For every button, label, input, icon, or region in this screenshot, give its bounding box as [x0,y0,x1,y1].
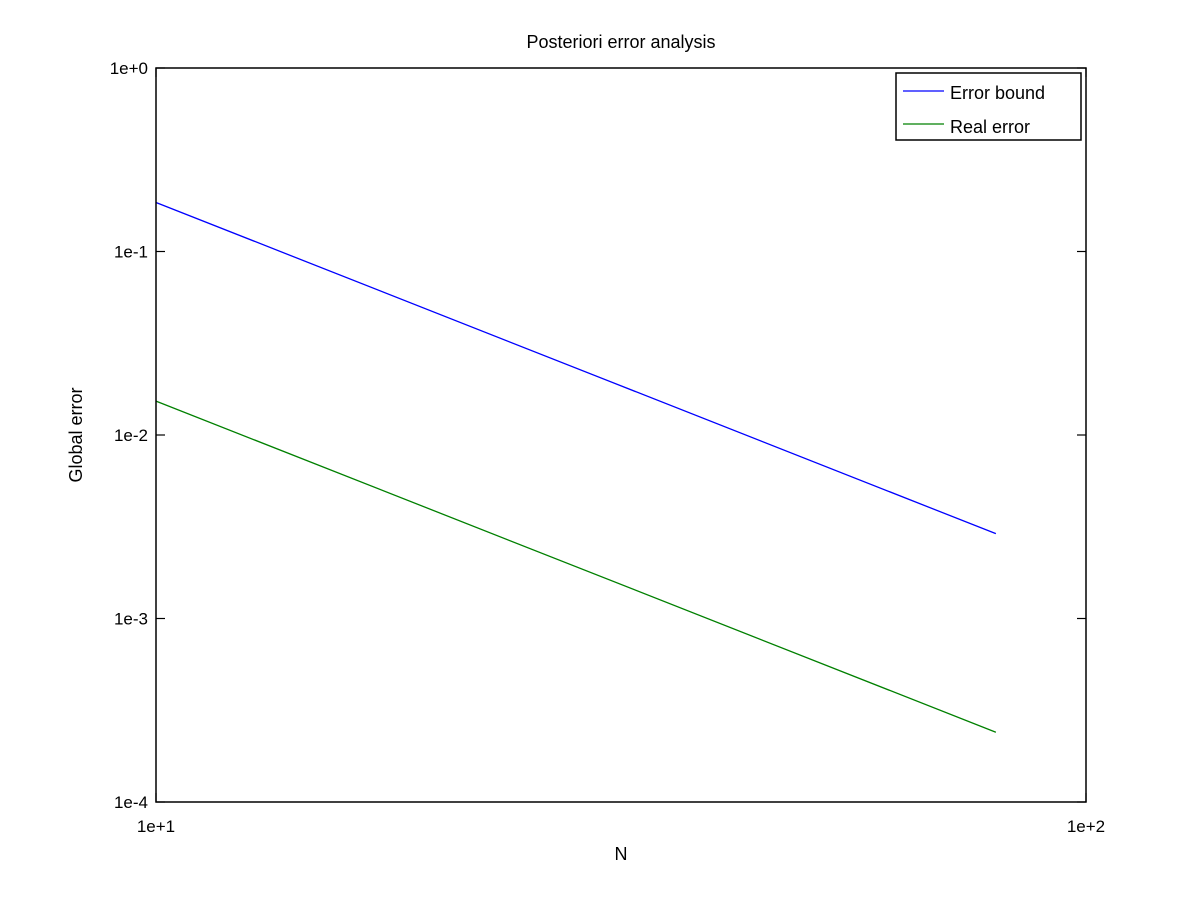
legend-label-error-bound: Error bound [950,83,1045,103]
series-line-real-error [155,400,997,733]
x-tick-label: 1e+2 [1067,817,1105,836]
y-tick-label: 1e-1 [114,243,148,262]
x-axis-label: N [615,844,628,864]
legend: Error bound Real error [895,72,1082,141]
ticks-layer: 1e-4 1e-3 1e-2 1e-1 1e+0 1e+1 1e+2 [110,59,1105,836]
y-tick-label: 1e-3 [114,610,148,629]
x-tick-label: 1e+1 [137,817,175,836]
legend-label-real-error: Real error [950,117,1030,137]
y-tick-label: 1e+0 [110,59,148,78]
y-tick-label: 1e-4 [114,793,148,812]
series-line-error-bound [155,201,997,535]
chart-title: Posteriori error analysis [526,32,715,52]
y-axis-label: Global error [66,387,86,482]
legend-box [895,72,1082,141]
y-tick-label: 1e-2 [114,426,148,445]
series-layer [155,201,997,733]
